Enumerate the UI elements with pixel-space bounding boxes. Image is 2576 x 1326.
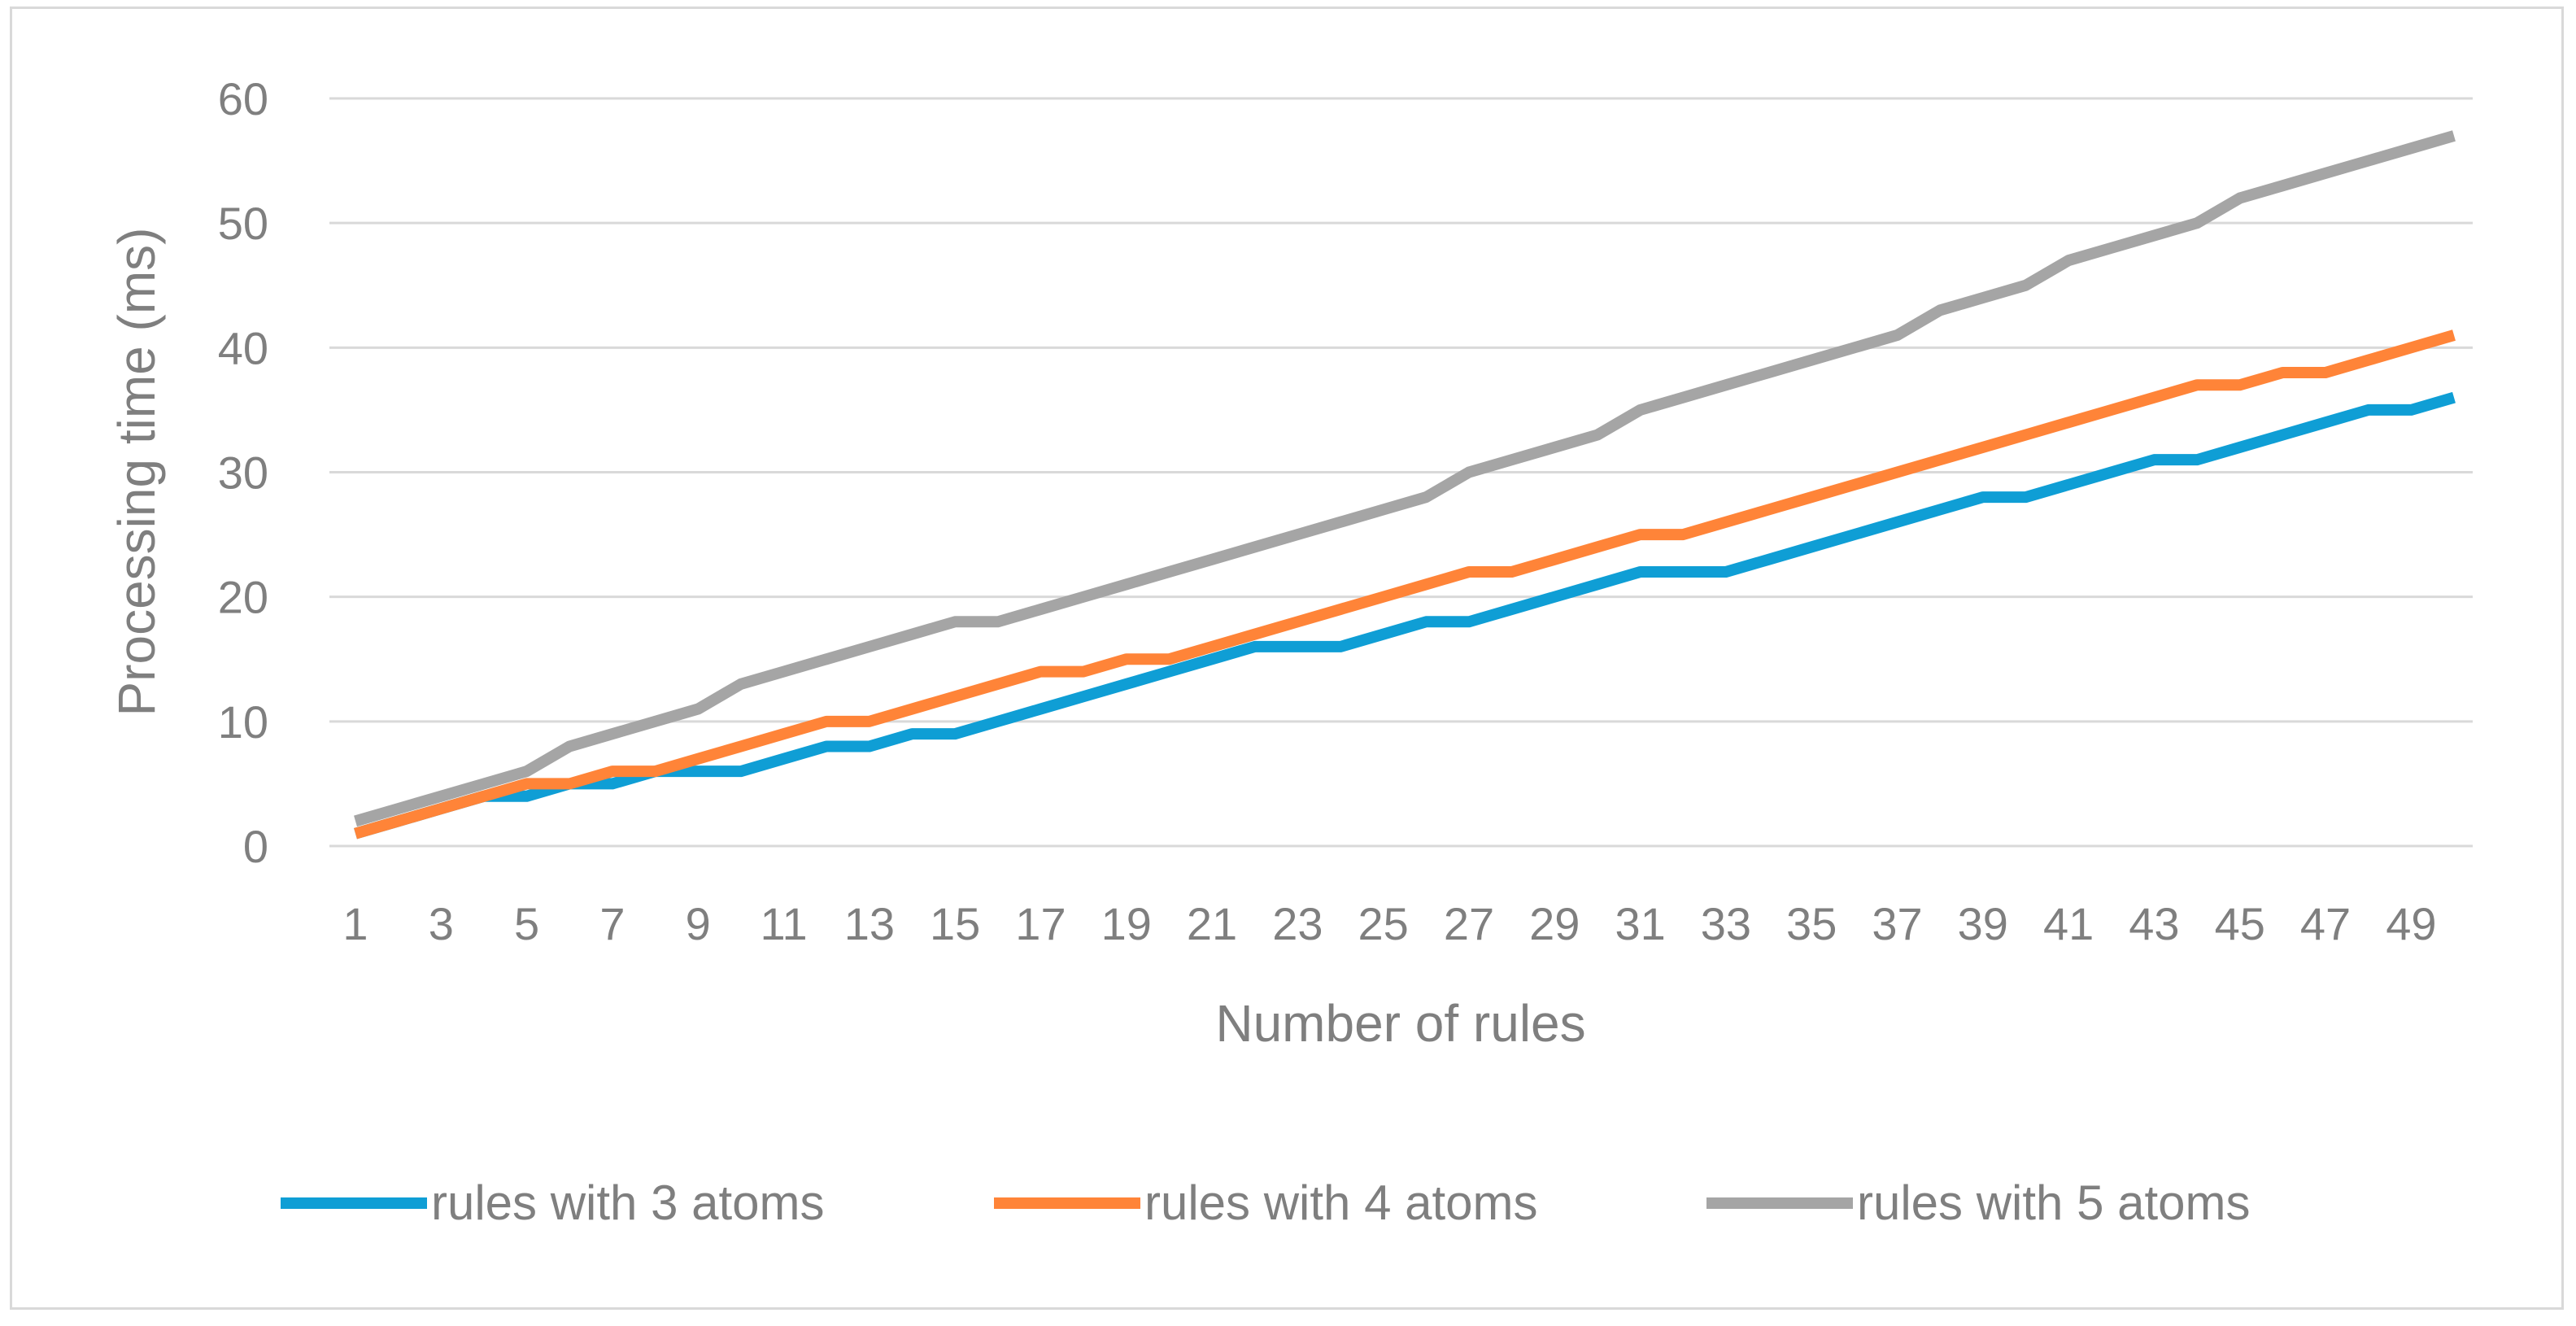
x-tick-label: 33 <box>1701 898 1751 949</box>
x-tick-label: 37 <box>1872 898 1922 949</box>
x-axis-ticks: 1 3 5 7 9 11 13 15 17 19 21 23 25 27 29 31 33 35 37 39 41 43 4… <box>342 898 2436 949</box>
series-line-3 <box>354 130 2456 827</box>
x-tick-label: 27 <box>1444 898 1494 949</box>
x-tick-label: 49 <box>2386 898 2436 949</box>
series-lines <box>354 130 2456 840</box>
y-axis-title: Processing time (ms) <box>107 228 166 717</box>
x-tick-label: 41 <box>2043 898 2094 949</box>
series-line-2 <box>354 329 2456 840</box>
legend-label: rules with 3 atoms <box>431 1176 825 1230</box>
x-tick-label: 15 <box>930 898 980 949</box>
legend-label: rules with 5 atoms <box>1857 1176 2251 1230</box>
x-tick-label: 17 <box>1015 898 1066 949</box>
x-tick-label: 39 <box>1958 898 2008 949</box>
y-tick-label: 60 <box>218 73 268 124</box>
y-tick-label: 0 <box>243 821 268 872</box>
legend-label: rules with 4 atoms <box>1144 1176 1538 1230</box>
y-tick-label: 30 <box>218 447 268 499</box>
gridlines <box>329 97 2473 848</box>
x-tick-label: 5 <box>514 898 539 949</box>
x-tick-label: 29 <box>1529 898 1580 949</box>
legend-item-2: rules with 4 atoms <box>994 1176 1538 1230</box>
x-tick-label: 23 <box>1272 898 1323 949</box>
x-tick-label: 43 <box>2129 898 2179 949</box>
x-tick-label: 7 <box>599 898 625 949</box>
legend: rules with 3 atoms rules with 4 atoms rule… <box>281 1176 2251 1230</box>
x-tick-label: 19 <box>1101 898 1152 949</box>
y-tick-label: 20 <box>218 572 268 623</box>
series-line-1 <box>354 391 2456 840</box>
legend-item-3: rules with 5 atoms <box>1706 1176 2251 1230</box>
y-tick-label: 40 <box>218 322 268 373</box>
x-tick-label: 45 <box>2215 898 2265 949</box>
y-tick-label: 10 <box>218 696 268 748</box>
y-tick-label: 50 <box>218 198 268 249</box>
x-tick-label: 47 <box>2300 898 2351 949</box>
y-axis-ticks: 0 10 20 30 40 50 60 <box>218 73 268 872</box>
x-axis-title: Number of rules <box>1215 994 1585 1053</box>
x-tick-label: 13 <box>844 898 895 949</box>
x-tick-label: 31 <box>1615 898 1665 949</box>
x-tick-label: 21 <box>1187 898 1237 949</box>
x-tick-label: 9 <box>686 898 711 949</box>
x-tick-label: 3 <box>429 898 454 949</box>
x-tick-label: 35 <box>1786 898 1837 949</box>
x-tick-label: 11 <box>760 898 807 949</box>
x-tick-label: 1 <box>342 898 368 949</box>
legend-item-1: rules with 3 atoms <box>281 1176 825 1230</box>
x-tick-label: 25 <box>1358 898 1409 949</box>
